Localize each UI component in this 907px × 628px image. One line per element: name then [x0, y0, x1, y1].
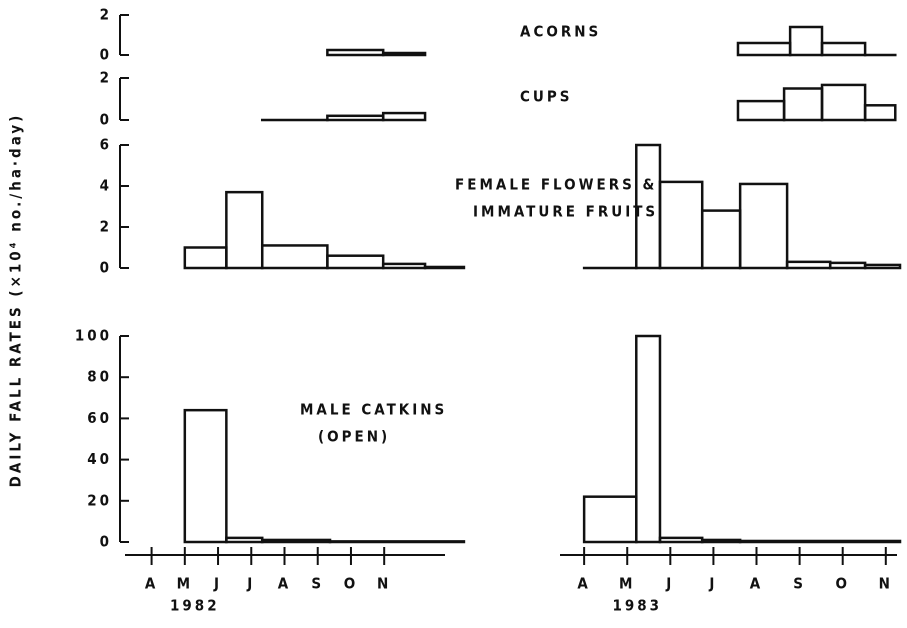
- histogram-bar: [782, 87, 824, 122]
- y-tick-label: 100: [75, 327, 112, 345]
- x-tick-label: O: [344, 575, 358, 593]
- year-label: 1982: [170, 597, 220, 615]
- x-tick-label: J: [213, 575, 222, 593]
- y-tick-label: 2: [100, 6, 112, 24]
- x-tick-label: M: [177, 575, 193, 593]
- year-label: 1983: [612, 597, 662, 615]
- histogram-bar: [820, 83, 867, 122]
- histogram-bar: [225, 536, 264, 544]
- panel-title: ACORNS: [520, 23, 601, 41]
- x-tick-label: S: [793, 575, 806, 593]
- y-tick-label: 2: [100, 69, 112, 87]
- panel-title: (OPEN): [318, 428, 390, 446]
- y-tick-label: 20: [87, 491, 112, 509]
- y-tick-label: 40: [87, 450, 112, 468]
- x-tick-label: A: [278, 575, 291, 593]
- y-tick-label: 0: [100, 111, 112, 129]
- histogram-bar: [700, 538, 742, 544]
- x-tick-label: J: [246, 575, 255, 593]
- y-axis-label: DAILY FALL RATES (×10⁴ no./ha·day): [7, 113, 25, 488]
- y-tick-label: 4: [100, 177, 112, 195]
- histogram-bar: [738, 539, 902, 544]
- histogram-bar: [736, 99, 786, 122]
- histogram-bar: [183, 408, 228, 544]
- y-tick-label: 0: [100, 46, 112, 64]
- y-tick-label: 2: [100, 218, 112, 236]
- histogram-bar: [658, 180, 704, 270]
- y-tick-label: 0: [100, 533, 112, 551]
- x-tick-label: A: [145, 575, 158, 593]
- histogram-bar: [828, 261, 867, 270]
- panel-title: FEMALE FLOWERS &: [455, 176, 657, 194]
- x-tick-label: N: [377, 575, 391, 593]
- histogram-bar: [381, 111, 427, 122]
- histogram-bar: [326, 114, 385, 122]
- histogram-bar: [183, 246, 228, 270]
- histogram-bar: [582, 495, 638, 544]
- panel-title: MALE CATKINS: [300, 401, 447, 419]
- histogram-bar: [863, 104, 897, 122]
- x-tick-label: J: [665, 575, 674, 593]
- x-tick-label: N: [879, 575, 893, 593]
- x-tick-label: O: [835, 575, 849, 593]
- panel-title: CUPS: [520, 88, 572, 106]
- x-tick-label: S: [311, 575, 324, 593]
- y-tick-label: 6: [100, 136, 112, 154]
- histogram-bar: [381, 51, 427, 57]
- x-tick-label: J: [708, 575, 717, 593]
- x-tick-label: M: [619, 575, 635, 593]
- y-tick-label: 80: [87, 368, 112, 386]
- histogram-bar: [785, 260, 832, 270]
- histogram-bar: [381, 262, 427, 270]
- y-tick-label: 60: [87, 409, 112, 427]
- histogram-bar: [635, 334, 662, 544]
- panel-title: IMMATURE FRUITS: [473, 203, 658, 221]
- histogram-bar: [326, 254, 385, 270]
- histogram-bar: [326, 48, 385, 57]
- y-tick-label: 0: [100, 259, 112, 277]
- histogram-bar: [788, 25, 824, 57]
- x-tick-label: A: [577, 575, 590, 593]
- histogram-bar: [820, 41, 867, 57]
- histogram-bar: [328, 540, 466, 544]
- histogram-bar: [658, 536, 704, 544]
- histogram-bar: [700, 209, 742, 270]
- histogram-bar: [260, 538, 332, 544]
- histogram-bar: [738, 182, 789, 270]
- histogram-bar: [863, 263, 902, 270]
- x-tick-label: A: [750, 575, 763, 593]
- histogram-bar: [736, 41, 792, 57]
- histogram-bar: [260, 244, 329, 270]
- histogram-bar: [423, 265, 466, 270]
- histogram-bar: [225, 190, 264, 270]
